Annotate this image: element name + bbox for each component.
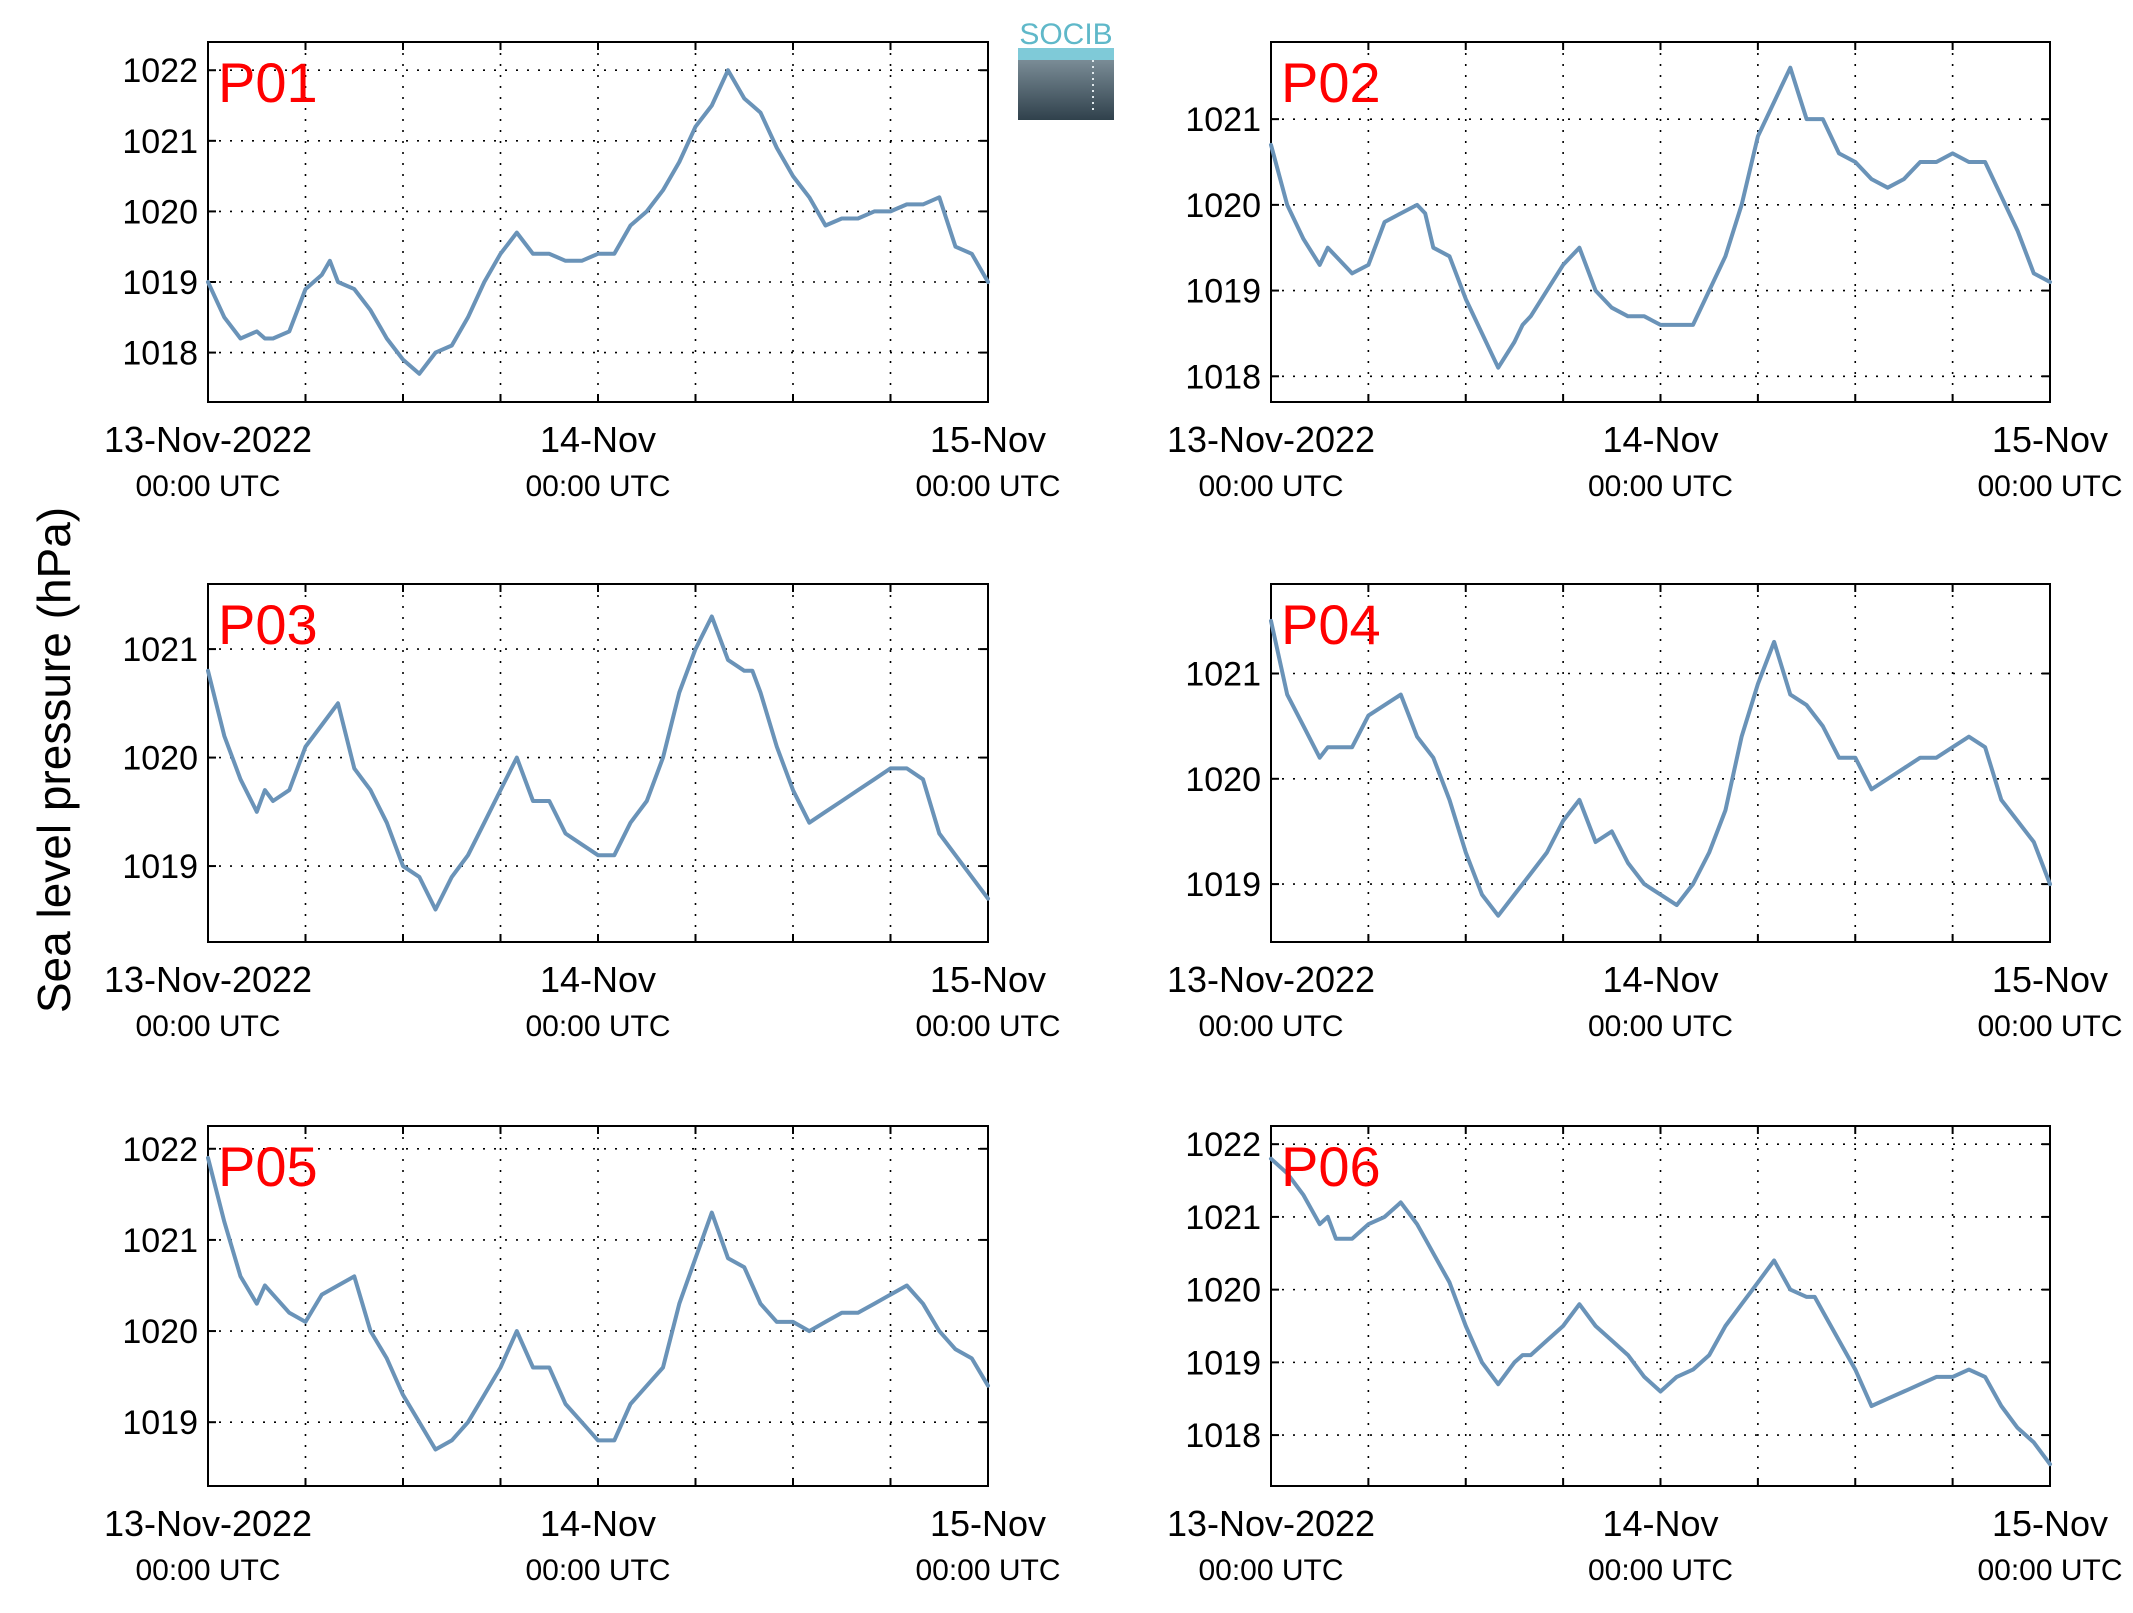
axes-frame (1270, 1125, 2051, 1487)
y-tick-label: 1022 (122, 1131, 198, 1169)
y-tick-label: 1022 (122, 52, 198, 90)
panel-label: P06 (1281, 1135, 1381, 1198)
y-tick-label: 1022 (1185, 1126, 1261, 1164)
x-tick-label-date: 15-Nov (1992, 959, 2108, 1000)
x-tick-label-time: 00:00 UTC (1977, 1010, 2122, 1043)
x-tick-label-time: 00:00 UTC (1977, 470, 2122, 503)
y-tick-label: 1021 (122, 1222, 198, 1260)
x-tick-label-date: 15-Nov (930, 1503, 1046, 1544)
data-series-line (206, 68, 990, 376)
y-tick-label: 1019 (122, 264, 198, 302)
x-tick-label-date: 13-Nov-2022 (1167, 959, 1375, 1000)
data-series-line (206, 1155, 990, 1452)
x-tick-label-time: 00:00 UTC (1198, 1010, 1343, 1043)
x-tick-label-date: 14-Nov (540, 1503, 656, 1544)
y-tick-label: 1018 (1185, 1417, 1261, 1455)
x-tick-label-time: 00:00 UTC (1588, 470, 1733, 503)
x-tick-label-date: 15-Nov (1992, 419, 2108, 460)
chart-panel-p03: 1019 1020 1021 13-Nov-2022 00:00 UTC 14-Nov 00… (104, 583, 1061, 1043)
socib-logo: SOCIB (1018, 18, 1114, 120)
logo-block (1018, 60, 1114, 120)
x-tick-label-time: 00:00 UTC (135, 1010, 280, 1043)
x-tick-label-time: 00:00 UTC (1977, 1554, 2122, 1587)
y-tick-label: 1020 (122, 1313, 198, 1351)
x-tick-label-date: 14-Nov (540, 419, 656, 460)
y-tick-label: 1020 (1185, 187, 1261, 225)
chart-panel-p06: 1018 1019 1020 1021 1022 13-Nov-2022 00:00 UTC… (1167, 1125, 2123, 1587)
chart-panel-p01: 1018 1019 1020 1021 1022 13-Nov-2022 00:00 UTC… (104, 41, 1061, 503)
x-tick-label-time: 00:00 UTC (525, 1010, 670, 1043)
x-tick-label-time: 00:00 UTC (915, 470, 1060, 503)
x-tick-label-time: 00:00 UTC (1588, 1010, 1733, 1043)
x-tick-label-date: 14-Nov (1602, 419, 1718, 460)
x-tick-label-date: 14-Nov (1602, 959, 1718, 1000)
y-tick-label: 1021 (1185, 656, 1261, 694)
logo-text: SOCIB (1019, 18, 1112, 51)
data-series-line (1269, 65, 2052, 370)
panel-label: P05 (218, 1135, 318, 1198)
x-tick-label-date: 13-Nov-2022 (104, 959, 312, 1000)
x-tick-label-date: 15-Nov (930, 419, 1046, 460)
x-tick-label-date: 15-Nov (1992, 1503, 2108, 1544)
y-tick-label: 1020 (1185, 761, 1261, 799)
axes-frame (1270, 583, 2051, 943)
axes-frame (207, 41, 989, 403)
panel-label: P02 (1281, 51, 1381, 114)
y-tick-label: 1021 (1185, 101, 1261, 139)
chart-panel-p02: 1018 1019 1020 1021 13-Nov-2022 00:00 UTC 14-N… (1167, 41, 2123, 503)
data-series-line (1269, 1156, 2052, 1467)
x-tick-label-time: 00:00 UTC (135, 1554, 280, 1587)
y-tick-label: 1019 (1185, 866, 1261, 904)
logo-band (1018, 48, 1114, 60)
x-tick-label-date: 13-Nov-2022 (104, 419, 312, 460)
x-tick-label-date: 13-Nov-2022 (1167, 1503, 1375, 1544)
x-tick-label-time: 00:00 UTC (525, 1554, 670, 1587)
x-tick-label-time: 00:00 UTC (1198, 470, 1343, 503)
panel-label: P03 (218, 593, 318, 656)
panel-label: P04 (1281, 593, 1381, 656)
y-tick-label: 1020 (122, 193, 198, 231)
chart-panel-p05: 1019 1020 1021 1022 13-Nov-2022 00:00 UTC 14-N… (104, 1125, 1061, 1587)
y-tick-label: 1020 (1185, 1272, 1261, 1310)
x-tick-label-date: 13-Nov-2022 (104, 1503, 312, 1544)
x-tick-label-time: 00:00 UTC (525, 470, 670, 503)
y-tick-label: 1019 (1185, 1344, 1261, 1382)
data-series-line (206, 614, 990, 912)
x-tick-label-date: 14-Nov (540, 959, 656, 1000)
x-tick-label-date: 13-Nov-2022 (1167, 419, 1375, 460)
y-tick-label: 1018 (1185, 358, 1261, 396)
x-tick-label-time: 00:00 UTC (1198, 1554, 1343, 1587)
y-tick-label: 1019 (1185, 273, 1261, 311)
x-tick-label-time: 00:00 UTC (915, 1554, 1060, 1587)
y-tick-label: 1019 (122, 848, 198, 886)
x-tick-label-time: 00:00 UTC (915, 1010, 1060, 1043)
y-tick-label: 1019 (122, 1404, 198, 1442)
y-tick-label: 1021 (1185, 1199, 1261, 1237)
y-tick-label: 1020 (122, 740, 198, 778)
data-series-line (1269, 618, 2052, 918)
chart-panel-p04: 1019 1020 1021 13-Nov-2022 00:00 UTC 14-Nov 00… (1167, 583, 2123, 1043)
x-tick-label-time: 00:00 UTC (1588, 1554, 1733, 1587)
axes-frame (207, 583, 989, 943)
y-tick-label: 1021 (122, 631, 198, 669)
y-axis-label: Sea level pressure (hPa) (28, 507, 80, 1013)
panel-label: P01 (218, 51, 318, 114)
x-tick-label-date: 14-Nov (1602, 1503, 1718, 1544)
y-tick-label: 1018 (122, 335, 198, 373)
y-tick-label: 1021 (122, 123, 198, 161)
x-tick-label-time: 00:00 UTC (135, 470, 280, 503)
panels: 1018 1019 1020 1021 1022 13-Nov-2022 00:00 UTC… (104, 41, 2123, 1587)
x-tick-label-date: 15-Nov (930, 959, 1046, 1000)
